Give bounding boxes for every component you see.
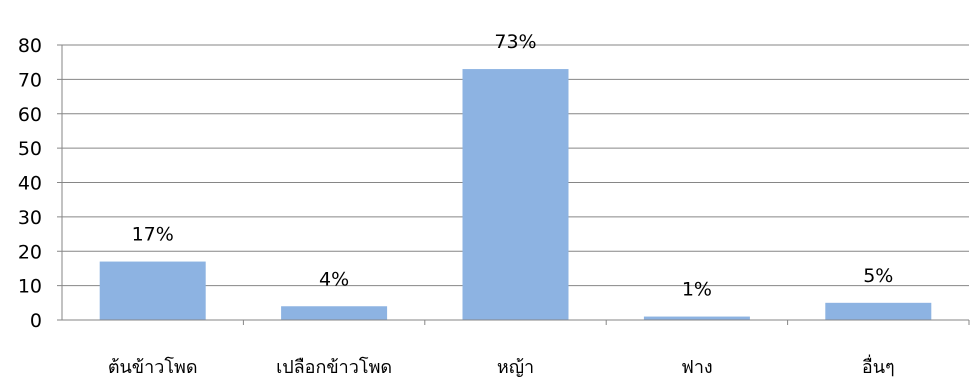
- category-label-5: อื่นๆ: [862, 354, 895, 378]
- y-tick-label-40: 40: [18, 173, 42, 195]
- y-tick-label-50: 50: [18, 138, 42, 160]
- axes: [57, 44, 970, 325]
- bar-3: [462, 69, 569, 320]
- y-tick-label-70: 70: [18, 69, 42, 91]
- data-label-1: 17%: [132, 224, 174, 246]
- data-label-3: 73%: [494, 31, 536, 53]
- bar-4: [643, 316, 750, 320]
- bars: [99, 69, 932, 320]
- bar-1: [99, 261, 206, 320]
- y-tick-label-60: 60: [18, 104, 42, 126]
- data-label-4: 1%: [682, 279, 712, 301]
- category-label-3: หญ้า: [497, 357, 534, 378]
- category-label-1: ต้นข้าวโพด: [108, 356, 198, 378]
- y-tick-label-80: 80: [18, 35, 42, 57]
- data-labels: 17% 4% 73% 1% 5%: [132, 31, 894, 301]
- data-label-2: 4%: [319, 268, 349, 290]
- y-tick-labels: 0 10 20 30 40 50 60 70 80: [18, 35, 42, 332]
- y-tick-label-30: 30: [18, 207, 42, 229]
- bar-5: [825, 302, 932, 320]
- category-labels: ต้นข้าวโพด เปลือกข้าวโพด หญ้า ฟาง อื่นๆ: [108, 354, 895, 378]
- y-tick-label-10: 10: [18, 276, 42, 298]
- data-label-5: 5%: [863, 265, 893, 287]
- y-tick-label-20: 20: [18, 241, 42, 263]
- category-label-4: ฟาง: [681, 357, 713, 378]
- category-label-2: เปลือกข้าวโพด: [276, 356, 392, 378]
- y-tick-label-0: 0: [30, 310, 42, 332]
- bar-2: [281, 306, 388, 320]
